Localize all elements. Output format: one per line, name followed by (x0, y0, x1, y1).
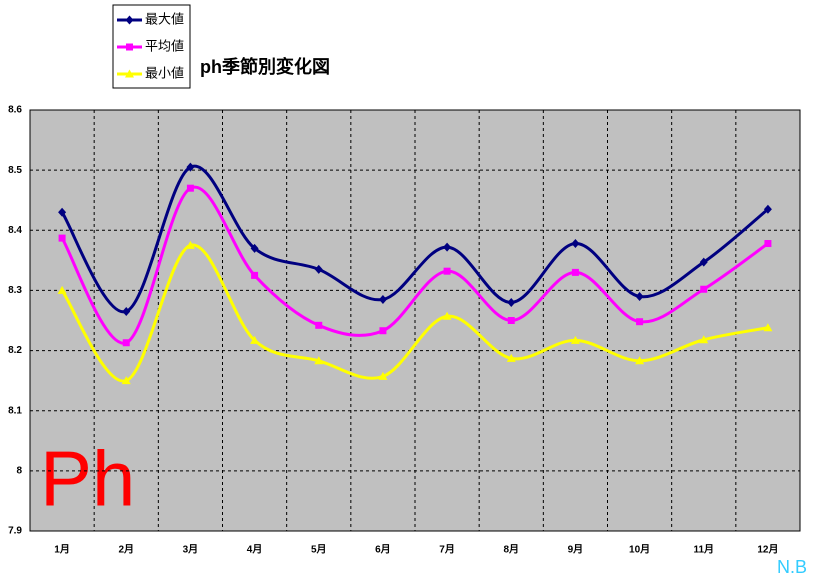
y-tick-label: 7.9 (8, 526, 22, 537)
point (635, 291, 644, 301)
point (699, 335, 709, 344)
point (764, 240, 772, 248)
legend-marker (125, 15, 134, 25)
y-tick-label: 8.3 (8, 285, 22, 296)
point (250, 243, 259, 253)
point (314, 356, 324, 365)
point (121, 376, 131, 385)
legend-marker (125, 69, 134, 78)
x-tick-label: 3月 (183, 544, 199, 556)
point (122, 306, 131, 316)
point (635, 356, 645, 365)
point (763, 323, 773, 332)
legend-label: 最大値 (145, 11, 184, 26)
point (442, 311, 452, 320)
legend-label: 最小値 (145, 65, 184, 80)
watermark: Ph (40, 435, 135, 523)
point (185, 240, 195, 249)
point (506, 353, 516, 362)
chart-title: ph季節別変化図 (200, 56, 330, 77)
point (186, 162, 195, 172)
x-tick-label: 8月 (503, 544, 519, 556)
point (58, 234, 66, 242)
point (571, 268, 579, 276)
point (378, 371, 388, 380)
x-tick-label: 5月 (311, 544, 327, 556)
x-tick-label: 6月 (375, 544, 391, 556)
signature: N.B (777, 557, 807, 577)
y-tick-label: 8.4 (8, 225, 22, 236)
legend-label: 平均値 (145, 38, 184, 53)
point (186, 184, 194, 192)
y-tick-label: 8 (16, 465, 22, 476)
point (57, 285, 67, 294)
point (250, 335, 260, 344)
point (378, 294, 387, 304)
y-tick-label: 8.2 (8, 345, 22, 356)
point (122, 339, 130, 347)
x-tick-label: 7月 (439, 544, 455, 556)
point (58, 207, 67, 217)
point (314, 264, 323, 274)
point (251, 271, 259, 279)
point (699, 257, 708, 267)
y-tick-label: 8.6 (8, 105, 22, 116)
y-tick-label: 8.5 (8, 165, 22, 176)
point (570, 335, 580, 344)
x-tick-label: 2月 (118, 544, 134, 556)
x-tick-label: 4月 (247, 544, 263, 556)
x-tick-label: 10月 (629, 544, 650, 556)
point (315, 321, 323, 329)
point (507, 297, 516, 307)
y-tick-label: 8.1 (8, 405, 22, 416)
point (763, 204, 772, 214)
point (379, 327, 387, 335)
x-tick-label: 1月 (54, 544, 70, 556)
x-tick-label: 12月 (757, 544, 778, 556)
point (571, 239, 580, 249)
point (636, 318, 644, 326)
point (443, 242, 452, 252)
x-tick-label: 11月 (693, 544, 714, 556)
legend-marker (126, 43, 133, 51)
x-tick-label: 9月 (568, 544, 584, 556)
point (507, 317, 515, 324)
point (443, 267, 451, 275)
point (700, 285, 708, 293)
